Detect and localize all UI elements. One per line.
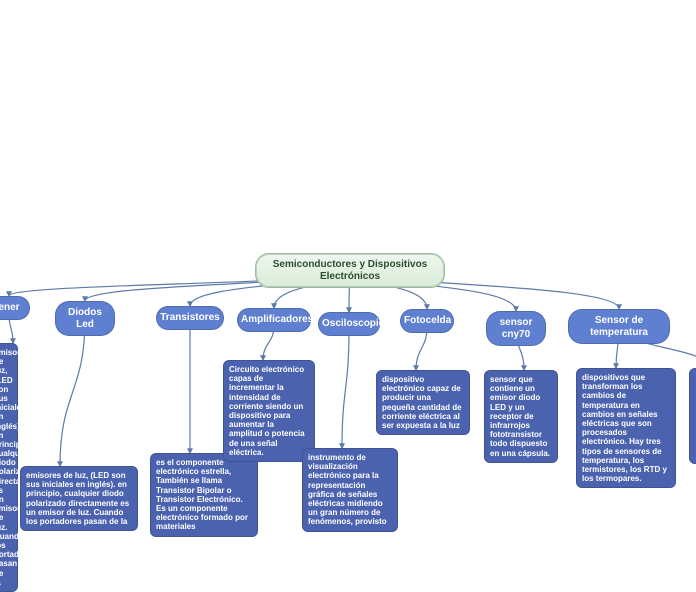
branch-led: Diodos Led <box>55 301 115 336</box>
branch-zener: ener <box>0 296 30 320</box>
branch-osc: Osciloscopio <box>318 312 380 336</box>
desc-temp-8 <box>689 368 696 464</box>
desc-trans-2: es el componente electrónico estrella, T… <box>150 453 258 537</box>
branch-cny70: sensor cny70 <box>486 311 546 346</box>
desc-temp-7: dispositivos que transforman los cambios… <box>576 368 676 488</box>
branch-trans: Transistores <box>156 306 224 330</box>
desc-osc-4: instrumento de visualización electrónico… <box>302 448 398 532</box>
branch-amp: Amplificadores <box>237 308 311 332</box>
root-node: Semiconductores y Dispositivos Electróni… <box>255 253 445 288</box>
branch-foto: Fotocelda <box>400 309 454 333</box>
desc-foto-5: dispositivo electrónico capaz de produci… <box>376 370 470 435</box>
desc-cny70-6: sensor que contiene un emisor diodo LED … <box>484 370 558 463</box>
branch-temp: Sensor de temperatura <box>568 309 670 344</box>
desc-led-1: emisores de luz, (LED son sus iniciales … <box>20 466 138 531</box>
desc-amp-3: Circuito electrónico capas de incrementa… <box>223 360 315 462</box>
desc-zener-0: emisores de luz, (LED son sus iniciales … <box>0 343 18 592</box>
